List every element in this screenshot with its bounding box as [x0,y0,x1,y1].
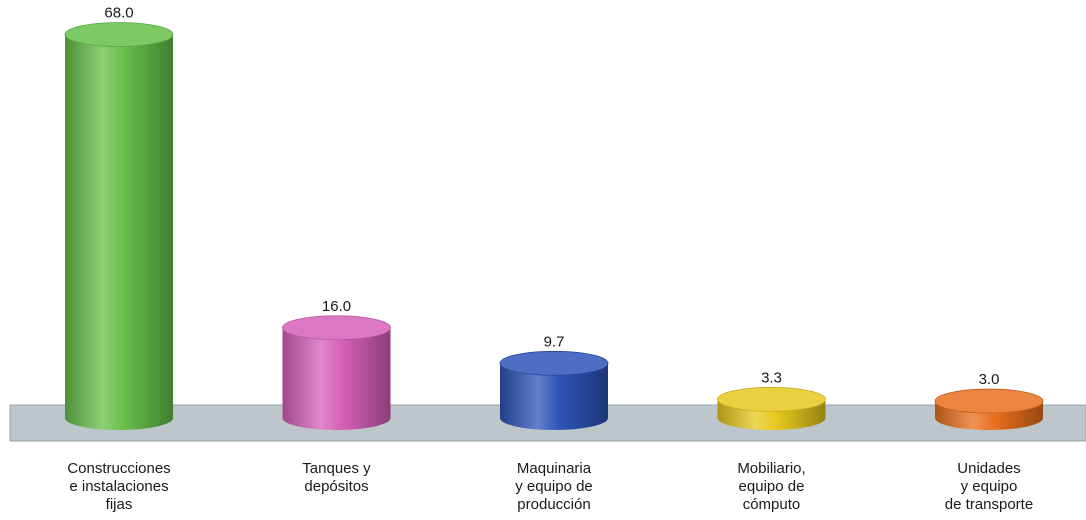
category-label-line: Construcciones [67,460,170,477]
value-label: 3.3 [761,369,782,386]
category-label-line: depósitos [304,478,368,495]
bar-1 [282,315,391,431]
bar-body [500,363,608,430]
category-label: Unidades y equipo de transporte [945,460,1033,513]
value-label: 16.0 [322,298,351,315]
category-label: Tanques y depósitos [302,460,371,495]
bar-top [934,388,1044,414]
category-label-line: e instalaciones [69,478,168,495]
bar-2 [499,350,609,430]
bar-top [64,22,174,47]
value-label: 3.0 [979,371,1000,388]
category-label: Mobiliario, equipo de cómputo [737,460,805,513]
value-label: 9.7 [544,333,565,350]
bar-top [282,315,391,341]
bar-body [282,327,391,431]
bar-4 [934,388,1044,430]
category-label: Construcciones e instalaciones fijas [67,460,170,513]
category-label-line: cómputo [743,496,801,513]
bar-body [65,34,173,430]
category-label-line: y equipo de [515,478,593,495]
category-label-line: Unidades [957,460,1020,477]
category-label-line: Maquinaria [517,460,592,477]
category-label: Maquinaria y equipo de producción [515,460,593,513]
bars-group [64,22,1044,431]
category-label-line: y equipo [961,478,1018,495]
category-label-line: fijas [106,496,133,513]
value-label: 68.0 [104,4,133,21]
bar-body [935,401,1043,430]
category-label-line: de transporte [945,496,1033,513]
category-label-line: producción [517,496,590,513]
bar-0 [64,22,174,430]
bar-top [717,386,826,412]
category-label-line: equipo de [739,478,805,495]
bar-top [499,350,609,376]
category-label-line: Mobiliario, [737,460,805,477]
category-label-line: Tanques y [302,460,371,477]
value-labels-group: 68.0 16.0 9.7 3.3 3.0 [104,4,999,388]
category-labels-group: Construcciones e instalaciones fijas Tanque… [67,460,1033,513]
bar-body [717,399,826,431]
bar-3 [717,386,826,431]
